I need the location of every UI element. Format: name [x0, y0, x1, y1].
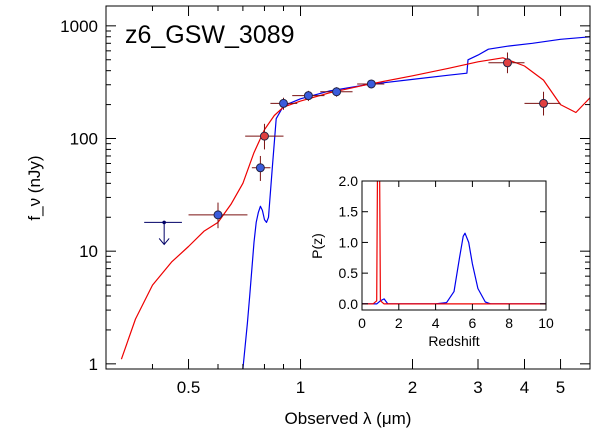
inset-x-tick-label: 6: [469, 315, 477, 331]
main-x-tick-label: 0.5: [177, 378, 201, 397]
inset-plot-frame: [361, 180, 547, 311]
main-data-point: [213, 210, 223, 220]
inset-series-line-1: [362, 181, 546, 305]
main-data-point: [278, 98, 288, 108]
main-y-tick-label: 10: [79, 242, 98, 261]
main-data-point: [539, 98, 549, 108]
main-y-tick-label: 100: [70, 130, 98, 149]
inset-y-tick-label: 1.5: [339, 204, 359, 220]
main-y-tick-label: 1: [89, 355, 98, 374]
main-x-tick-label: 5: [556, 378, 565, 397]
main-data-point: [332, 87, 342, 97]
main-series-line-0: [242, 36, 590, 369]
inset-x-tick-label: 2: [395, 315, 403, 331]
main-data-point: [502, 58, 512, 68]
inset-axis-ticks: 0 2 4 6 8 10 0.0 0.5 1.0 1.5 2.0: [339, 173, 554, 331]
main-y-tick-label: 1000: [60, 17, 98, 36]
main-x-tick-label: 4: [520, 378, 529, 397]
main-series-layer: [120, 36, 590, 369]
inset-series-line-0: [362, 232, 546, 305]
inset-y-tick-label: 0.5: [339, 265, 359, 281]
inset-y-tick-label: 1.0: [339, 234, 359, 250]
main-data-point: [303, 91, 313, 101]
inset-x-tick-label: 8: [505, 315, 513, 331]
inset-y-axis-label: P(z): [309, 233, 325, 259]
main-data-point: [259, 131, 269, 141]
x-axis-label: Observed λ (μm): [285, 409, 412, 428]
inset-x-tick-label: 10: [538, 315, 554, 331]
inset-plot: 0 2 4 6 8 10 0.0 0.5 1.0 1.5 2.0 Redshift P(z): [309, 173, 554, 349]
inset-y-tick-label: 0.0: [339, 296, 359, 312]
main-x-tick-label: 1: [296, 378, 305, 397]
main-x-tick-label: 2: [408, 378, 417, 397]
main-data-point: [366, 79, 376, 89]
main-data-point: [255, 163, 265, 173]
inset-series-layer: [362, 181, 546, 305]
main-limit-arrow-head: [158, 238, 170, 246]
inset-x-tick-label: 0: [358, 315, 366, 331]
main-limit-point: [162, 220, 166, 225]
main-x-tick-label: 3: [473, 378, 482, 397]
inset-x-axis-label: Redshift: [428, 333, 479, 349]
inset-y-tick-label: 2.0: [339, 173, 359, 189]
main-plot-frame: [105, 5, 591, 370]
inset-x-tick-label: 4: [432, 315, 440, 331]
y-axis-label: f_ν (nJy): [25, 155, 44, 220]
chart-title: z6_GSW_3089: [125, 21, 295, 49]
